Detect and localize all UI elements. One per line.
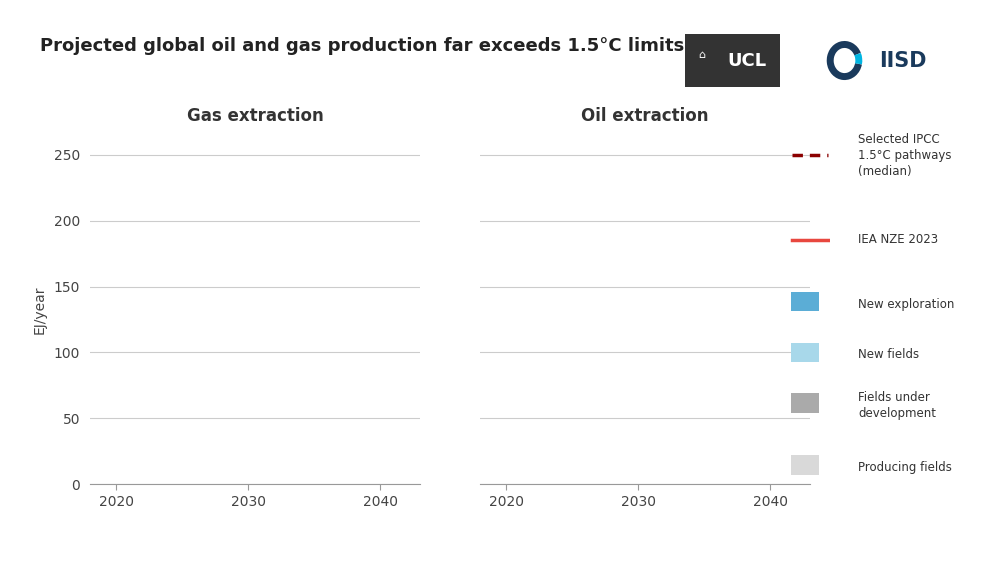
Title: Oil extraction: Oil extraction [581, 107, 709, 125]
Text: ⌂: ⌂ [699, 50, 706, 60]
Text: Producing fields: Producing fields [858, 461, 952, 474]
Y-axis label: EJ/year: EJ/year [33, 285, 47, 334]
Text: Fields under
development: Fields under development [858, 391, 936, 420]
Text: UCL: UCL [727, 52, 766, 69]
Text: New exploration: New exploration [858, 298, 954, 311]
Text: IISD: IISD [879, 51, 927, 70]
Text: IEA NZE 2023: IEA NZE 2023 [858, 233, 938, 247]
Title: Gas extraction: Gas extraction [187, 107, 323, 125]
Text: New fields: New fields [858, 348, 919, 361]
Text: Projected global oil and gas production far exceeds 1.5°C limits: Projected global oil and gas production … [40, 37, 684, 55]
Text: Selected IPCC
1.5°C pathways
(median): Selected IPCC 1.5°C pathways (median) [858, 133, 952, 178]
